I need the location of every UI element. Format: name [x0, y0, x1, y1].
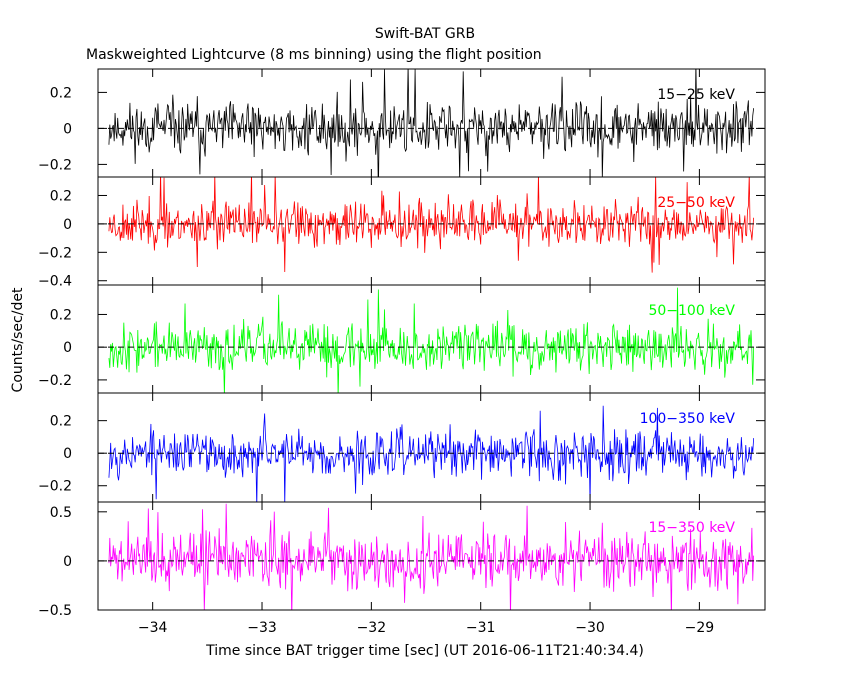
x-tick-label: −30	[575, 620, 605, 636]
y-tick-label: −0.2	[38, 157, 72, 173]
y-tick-label: −0.5	[38, 603, 72, 619]
panel-15-25-kev: −0.2 0 0.2 15−25 keV	[38, 68, 766, 178]
lightcurve-trace	[108, 287, 755, 393]
lightcurve-trace	[108, 503, 755, 610]
panel-15-350-kev: −0.5 0 0.5 15−350 keV	[38, 501, 766, 619]
y-tick-label: 0.2	[50, 85, 72, 101]
y-tick-label: −0.4	[38, 274, 72, 290]
panels-group: −0.200.2 15−25 keV−0.4−0.200.2 25−50 keV−0…	[38, 68, 766, 636]
panel-frame	[97, 284, 766, 394]
band-label: 15−25 keV	[657, 87, 735, 103]
y-tick-label: −0.2	[38, 373, 72, 389]
lightcurve-trace	[108, 177, 755, 273]
panel-100-350-kev: −0.2 0 0.2 100−350 keV	[38, 392, 766, 503]
y-tick-label: 0	[63, 121, 72, 137]
x-tick-label: −33	[247, 620, 277, 636]
band-label: 25−50 keV	[657, 195, 735, 211]
x-tick-label: −32	[357, 620, 387, 636]
y-tick-label: 0	[63, 217, 72, 233]
y-tick-label: 0.2	[50, 188, 72, 204]
y-axis-label: Counts/sec/det	[10, 287, 26, 392]
band-label: 15−350 keV	[648, 520, 735, 536]
panel-50-100-kev: −0.2 0 0.2 50−100 keV	[38, 284, 766, 394]
band-label: 100−350 keV	[640, 411, 736, 427]
y-tick-label: 0	[63, 446, 72, 462]
x-tick-label: −31	[466, 620, 496, 636]
y-tick-label: 0.5	[50, 505, 72, 521]
x-tick-label: −29	[685, 620, 715, 636]
y-tick-label: −0.2	[38, 245, 72, 261]
y-tick-label: −0.2	[38, 479, 72, 495]
x-tick-label: −34	[138, 620, 168, 636]
x-axis-label: Time since BAT trigger time [sec] (UT 20…	[205, 643, 644, 659]
panel-frame	[97, 501, 766, 611]
chart-title: Swift-BAT GRB	[375, 26, 475, 42]
y-tick-label: 0	[63, 554, 72, 570]
lightcurve-trace	[108, 69, 755, 177]
y-tick-label: 0.2	[50, 307, 72, 323]
band-label: 50−100 keV	[648, 303, 735, 319]
y-tick-label: 0.2	[50, 414, 72, 430]
y-tick-label: 0	[63, 340, 72, 356]
chart-subtitle: Maskweighted Lightcurve (8 ms binning) u…	[86, 47, 542, 63]
lightcurve-trace	[108, 405, 755, 502]
panel-25-50-kev: −0.4 −0.2 0 0.2 25−50 keV	[38, 176, 766, 290]
